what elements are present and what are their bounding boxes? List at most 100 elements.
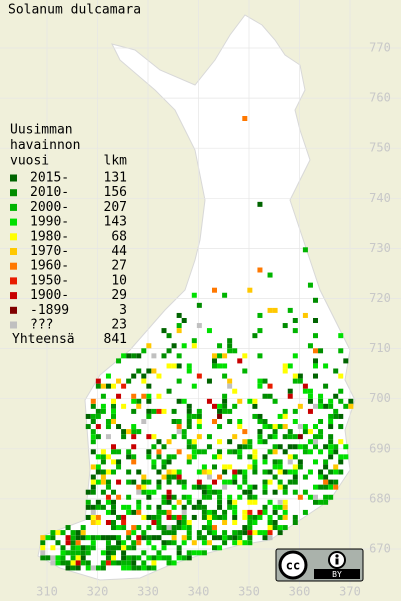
observation-square bbox=[307, 388, 313, 394]
observation-square bbox=[105, 434, 111, 440]
observation-square bbox=[212, 464, 217, 470]
observation-square bbox=[80, 545, 86, 551]
observation-square bbox=[222, 353, 228, 359]
observation-square bbox=[252, 403, 258, 409]
observation-square bbox=[151, 520, 157, 525]
observation-square bbox=[292, 408, 298, 414]
observation-square bbox=[95, 434, 101, 440]
observation-square bbox=[70, 530, 76, 536]
observation-square bbox=[262, 378, 268, 384]
observation-square bbox=[75, 535, 81, 541]
observation-square bbox=[262, 424, 268, 430]
observation-square bbox=[111, 398, 116, 404]
observation-square bbox=[257, 328, 263, 334]
observation-square bbox=[201, 494, 207, 500]
legend-count: 131 bbox=[104, 171, 127, 186]
observation-square bbox=[186, 419, 192, 424]
legend-total-count: 841 bbox=[104, 332, 127, 347]
observation-square bbox=[242, 368, 248, 374]
observation-square bbox=[161, 499, 167, 505]
observation-square bbox=[156, 509, 162, 515]
observation-square bbox=[328, 449, 334, 455]
observation-square bbox=[166, 499, 172, 505]
observation-square bbox=[191, 540, 197, 546]
observation-square bbox=[282, 424, 288, 430]
y-grid-label: 770 bbox=[369, 41, 391, 55]
observation-square bbox=[181, 535, 187, 541]
observation-square bbox=[232, 530, 238, 536]
observation-square bbox=[105, 560, 111, 566]
observation-square bbox=[252, 459, 258, 465]
observation-square bbox=[90, 419, 96, 424]
observation-square bbox=[302, 312, 308, 318]
observation-square bbox=[222, 469, 228, 475]
observation-square bbox=[171, 408, 177, 414]
observation-square bbox=[95, 469, 101, 475]
observation-square bbox=[267, 272, 273, 278]
legend-label: 1960- bbox=[30, 259, 69, 274]
observation-square bbox=[323, 499, 329, 505]
observation-square bbox=[75, 545, 81, 551]
observation-square bbox=[75, 560, 81, 566]
observation-square bbox=[100, 504, 106, 510]
observation-square bbox=[181, 494, 187, 500]
observation-square bbox=[318, 429, 324, 435]
observation-square bbox=[111, 535, 116, 541]
observation-square bbox=[206, 484, 212, 490]
observation-square bbox=[126, 353, 132, 359]
observation-square bbox=[100, 469, 106, 475]
observation-square bbox=[95, 504, 101, 510]
observation-square bbox=[333, 408, 339, 414]
observation-square bbox=[262, 504, 268, 510]
observation-square bbox=[222, 479, 228, 485]
observation-square bbox=[191, 454, 197, 460]
observation-square bbox=[131, 565, 137, 571]
observation-square bbox=[176, 419, 182, 424]
observation-square bbox=[171, 494, 177, 500]
legend-swatch bbox=[10, 174, 17, 182]
observation-square bbox=[146, 434, 152, 440]
observation-square bbox=[50, 535, 56, 541]
observation-square bbox=[116, 479, 122, 485]
observation-square bbox=[242, 444, 248, 450]
observation-square bbox=[267, 424, 273, 430]
observation-square bbox=[287, 454, 293, 460]
observation-square bbox=[277, 484, 283, 490]
observation-square bbox=[176, 363, 182, 369]
observation-square bbox=[217, 499, 223, 505]
legend-header: vuosi bbox=[10, 154, 49, 169]
observation-square bbox=[80, 530, 86, 536]
observation-square bbox=[232, 509, 238, 515]
observation-square bbox=[90, 535, 96, 541]
observation-square bbox=[282, 525, 288, 531]
y-grid-label: 710 bbox=[369, 341, 391, 355]
observation-square bbox=[161, 444, 167, 450]
observation-square bbox=[100, 403, 106, 409]
observation-square bbox=[217, 514, 223, 520]
observation-square bbox=[318, 449, 324, 455]
legend-label: 1950- bbox=[30, 273, 69, 288]
observation-square bbox=[318, 348, 324, 354]
observation-square bbox=[323, 403, 329, 409]
observation-square bbox=[272, 434, 278, 440]
legend-count: 156 bbox=[104, 185, 127, 200]
observation-square bbox=[146, 449, 152, 455]
observation-square bbox=[105, 424, 111, 430]
observation-square bbox=[292, 318, 298, 323]
observation-square bbox=[302, 489, 308, 495]
observation-square bbox=[111, 489, 116, 495]
observation-square bbox=[272, 444, 278, 450]
observation-square bbox=[95, 514, 101, 520]
observation-square bbox=[292, 444, 298, 450]
legend-label: 2000- bbox=[30, 200, 69, 215]
observation-square bbox=[333, 479, 339, 485]
observation-square bbox=[131, 545, 137, 551]
observation-square bbox=[297, 378, 303, 384]
observation-square bbox=[257, 429, 263, 435]
legend-swatch bbox=[10, 277, 17, 285]
observation-square bbox=[217, 353, 223, 359]
observation-square bbox=[156, 555, 162, 561]
observation-square bbox=[262, 469, 268, 475]
